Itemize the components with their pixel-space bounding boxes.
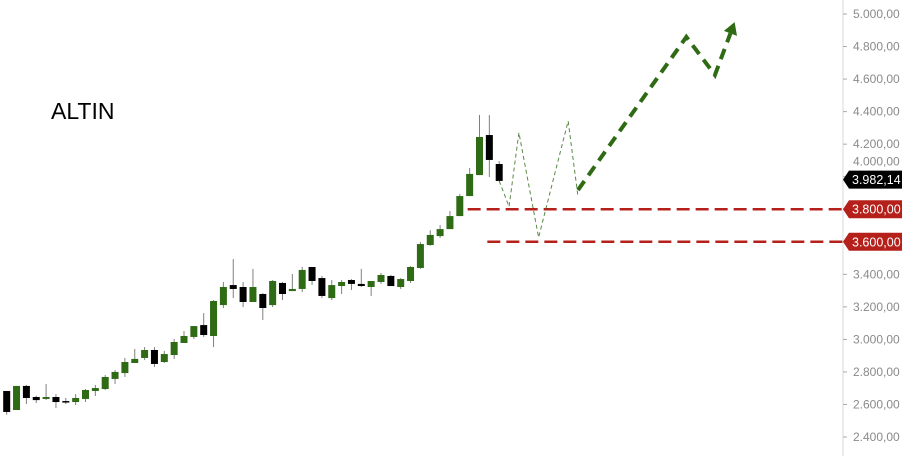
candle-body	[466, 173, 474, 197]
y-axis: 2.400,00 2.600,00 2.800,00 3.000,00 3.200,00…	[843, 7, 900, 444]
y-tick-label: 2.800,00	[853, 365, 900, 379]
candle-body	[52, 396, 60, 403]
candle-body	[62, 401, 70, 403]
y-tick-label: 4.200,00	[853, 137, 900, 151]
candle-body	[279, 282, 286, 295]
candle-body	[160, 354, 168, 363]
candle-body	[397, 279, 405, 288]
candle-body	[485, 135, 493, 160]
candle-body	[308, 266, 316, 281]
y-tick-label: 3.200,00	[853, 300, 900, 314]
candle-body	[13, 385, 21, 411]
candle-body	[387, 275, 395, 287]
candle-body	[3, 390, 11, 412]
candle-body	[22, 385, 30, 398]
candle-body	[476, 137, 483, 176]
levels-group	[467, 207, 843, 244]
candle-body	[269, 280, 277, 306]
candle-body	[259, 294, 267, 308]
candle-body	[121, 362, 129, 374]
y-tick-label: 4.600,00	[853, 72, 900, 86]
candle-body	[318, 278, 326, 296]
y-tick-label: 4.400,00	[853, 105, 900, 119]
candle-body	[357, 283, 365, 287]
projection-arrow-line	[576, 32, 733, 192]
candle-body	[446, 216, 454, 230]
chart-title: ALTIN	[51, 98, 115, 124]
y-tick-label: 4.000,00	[853, 155, 900, 169]
y-tick-label: 2.400,00	[853, 430, 900, 444]
candle-body	[367, 280, 375, 288]
level-price-tag: 3.600,00	[852, 235, 901, 249]
projection-zigzag-line	[498, 120, 579, 238]
candle-body	[338, 281, 346, 287]
candle-body	[426, 234, 434, 246]
candle-body	[436, 229, 444, 237]
candle-body	[141, 349, 149, 358]
y-tick-label: 3.400,00	[853, 267, 900, 281]
candle-body	[407, 266, 415, 281]
candle-body	[249, 287, 257, 302]
price-tags: 3.982,14 3.800,00 3.600,00	[843, 170, 902, 251]
candle-body	[150, 349, 158, 364]
candle-body	[101, 376, 109, 390]
candle-body	[456, 196, 464, 217]
candle-body	[42, 396, 50, 399]
last-price-tag-bg	[843, 170, 902, 189]
candle-body	[111, 371, 119, 379]
y-tick-label: 2.600,00	[853, 397, 900, 411]
candle-body	[200, 325, 208, 336]
level-price-tag-bg	[843, 200, 902, 219]
candle-body	[347, 280, 355, 284]
candle-body	[298, 269, 306, 289]
candle-body	[32, 396, 40, 401]
candle-body	[190, 326, 198, 337]
candle-body	[239, 287, 247, 302]
candle-body	[288, 288, 296, 292]
candle-body	[495, 164, 503, 181]
candle-body	[82, 389, 89, 399]
y-tick-label: 3.000,00	[853, 332, 900, 346]
candle-body	[328, 285, 336, 299]
projection-group	[498, 22, 737, 238]
candle-body	[229, 285, 237, 289]
arrow-head-icon	[723, 22, 737, 36]
candle-body	[180, 335, 188, 343]
level-price-tag: 3.800,00	[852, 203, 901, 217]
level-price-tag-bg	[843, 232, 902, 251]
candle-body	[210, 301, 218, 336]
candle-body	[377, 274, 385, 282]
candle-body	[72, 397, 80, 403]
candle-body	[170, 342, 178, 356]
y-tick-label: 5.000,00	[853, 7, 900, 21]
candle-body	[416, 244, 424, 268]
candle-body	[91, 388, 99, 391]
candle-body	[219, 287, 227, 306]
candles-group	[3, 115, 503, 415]
y-tick-label: 4.800,00	[853, 40, 900, 54]
last-price-tag: 3.982,14	[852, 173, 901, 187]
candle-body	[131, 358, 139, 363]
